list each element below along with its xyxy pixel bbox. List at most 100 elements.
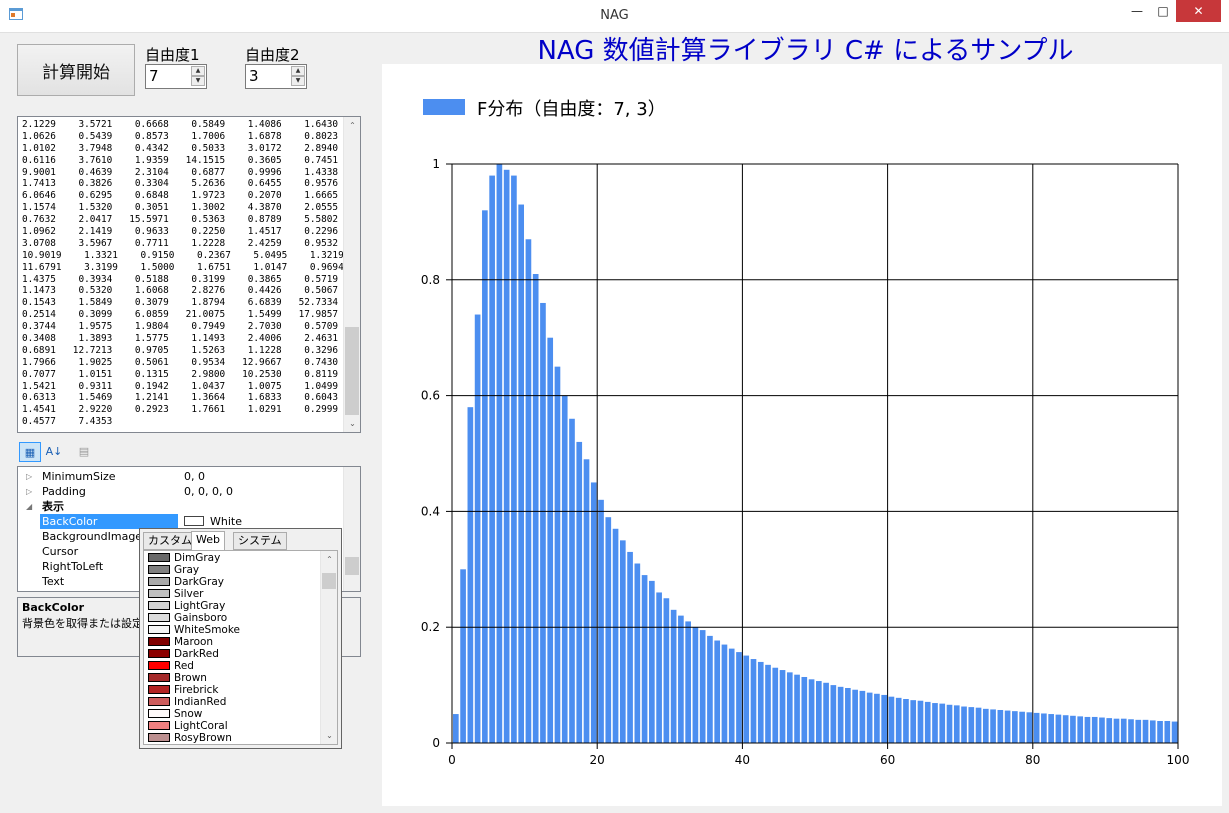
tab-system[interactable]: システム xyxy=(233,532,287,550)
dof1-value[interactable]: 7 xyxy=(149,67,159,85)
expand-icon[interactable]: ▷ xyxy=(26,487,33,496)
property-grid-scrollbar[interactable] xyxy=(343,467,360,591)
chart-area: F分布（自由度：7, 3） 0 20 40 60 80 100 0 0.2 0.4 0.6 0.8 1 xyxy=(382,64,1222,806)
result-line: 0.6116 3.7610 1.9359 14.1515 0.3605 0.74… xyxy=(22,154,339,166)
color-item[interactable]: Red xyxy=(148,660,194,672)
maximize-button[interactable]: □ xyxy=(1157,4,1169,18)
property-row[interactable]: Text xyxy=(18,574,344,589)
color-item[interactable]: DimGray xyxy=(148,552,220,564)
color-item[interactable]: Firebrick xyxy=(148,684,219,696)
bar xyxy=(895,697,902,743)
bar xyxy=(1004,710,1011,743)
scroll-thumb[interactable] xyxy=(345,327,359,415)
result-line: 9.9001 0.4639 2.3104 0.6877 0.9996 1.433… xyxy=(22,166,339,178)
expand-icon[interactable]: ◢ xyxy=(26,502,33,511)
dof1-stepper[interactable]: 7 ▲ ▼ xyxy=(145,64,207,89)
color-scroll-thumb[interactable] xyxy=(322,573,336,589)
minimize-button[interactable]: — xyxy=(1131,4,1143,18)
color-scroll-down-arrow[interactable]: ⌄ xyxy=(326,731,333,740)
property-pages-icon[interactable]: ▤ xyxy=(78,445,90,458)
results-scrollbar[interactable]: ⌃ ⌄ xyxy=(343,117,360,432)
bar xyxy=(1099,717,1105,743)
color-item[interactable]: Gainsboro xyxy=(148,612,227,624)
color-item[interactable]: LightGray xyxy=(148,600,225,612)
bar xyxy=(453,714,459,743)
result-line: 0.1543 1.5849 0.3079 1.8794 6.6839 52.73… xyxy=(22,297,339,309)
color-item[interactable]: IndianRed xyxy=(148,696,226,708)
color-scroll-up-arrow[interactable]: ⌃ xyxy=(326,555,333,564)
color-swatch xyxy=(148,721,170,730)
bar xyxy=(714,640,721,743)
chart-title: NAG 数値計算ライブラリ C# によるサンプル xyxy=(537,36,1074,66)
bar xyxy=(1135,719,1142,743)
color-item[interactable]: DarkGray xyxy=(148,576,224,588)
color-swatch xyxy=(148,637,170,646)
color-item[interactable]: Silver xyxy=(148,588,204,600)
y-tick-label: 0.4 xyxy=(421,504,440,518)
dof2-value[interactable]: 3 xyxy=(249,67,259,85)
property-value[interactable]: 0, 0 xyxy=(184,469,205,484)
bar xyxy=(489,175,495,743)
color-item[interactable]: Snow xyxy=(148,708,202,720)
color-item[interactable]: WhiteSmoke xyxy=(148,624,240,636)
property-value[interactable]: White xyxy=(184,514,242,529)
bar xyxy=(779,670,786,743)
bar xyxy=(496,164,503,743)
property-row[interactable]: Cursor xyxy=(18,544,344,559)
color-name: DarkGray xyxy=(174,576,225,588)
color-name: DimGray xyxy=(174,552,221,564)
dof2-up-button[interactable]: ▲ xyxy=(291,66,305,76)
dof1-down-button[interactable]: ▼ xyxy=(191,76,205,86)
result-line: 0.3408 1.3893 1.5775 1.1493 2.4006 2.463… xyxy=(22,333,339,345)
bar xyxy=(460,569,466,743)
color-name: Brown xyxy=(174,672,207,684)
property-value[interactable]: 0, 0, 0, 0 xyxy=(184,484,233,499)
bar xyxy=(946,704,953,743)
results-textbox[interactable]: 2.1229 3.5721 0.6668 0.5849 1.4086 1.643… xyxy=(17,116,361,433)
color-item[interactable]: DarkRed xyxy=(148,648,219,660)
scroll-down-arrow[interactable]: ⌄ xyxy=(349,419,356,428)
bar xyxy=(743,655,750,743)
alphabetical-sort-icon[interactable]: A↓ xyxy=(45,445,63,458)
bar xyxy=(685,621,691,743)
property-row[interactable]: ◢ 表示 xyxy=(18,499,344,514)
result-line: 0.2514 0.3099 6.0859 21.0075 1.5499 17.9… xyxy=(22,309,339,321)
property-scroll-thumb[interactable] xyxy=(345,557,359,575)
color-list-scrollbar[interactable]: ⌃ ⌄ xyxy=(320,551,337,744)
bar xyxy=(511,175,517,743)
property-row[interactable]: UseWaitCursor xyxy=(18,589,344,591)
color-item[interactable]: Gray xyxy=(148,564,199,576)
color-item[interactable]: Maroon xyxy=(148,636,213,648)
property-row[interactable]: ▷ MinimumSize 0, 0 xyxy=(18,469,344,484)
bar xyxy=(605,517,612,743)
dof2-down-button[interactable]: ▼ xyxy=(291,76,305,86)
property-value-text: 0, 0, 0, 0 xyxy=(184,485,233,498)
bar xyxy=(1033,712,1040,743)
expand-icon[interactable]: ▷ xyxy=(26,472,33,481)
dof1-up-button[interactable]: ▲ xyxy=(191,66,205,76)
property-row[interactable]: ▷ Padding 0, 0, 0, 0 xyxy=(18,484,344,499)
categorized-icon[interactable]: ▦ xyxy=(19,442,41,462)
bar xyxy=(561,395,568,743)
color-item[interactable]: Brown xyxy=(148,672,207,684)
bar xyxy=(1142,719,1149,743)
bar xyxy=(1120,718,1127,743)
start-calculation-button[interactable]: 計算開始 xyxy=(17,44,135,96)
dof2-stepper[interactable]: 3 ▲ ▼ xyxy=(245,64,307,89)
color-swatch xyxy=(148,649,170,658)
color-item[interactable]: RosyBrown xyxy=(148,732,232,744)
scroll-up-arrow[interactable]: ⌃ xyxy=(349,121,356,130)
bar xyxy=(721,644,728,743)
tab-custom[interactable]: カスタム xyxy=(143,532,197,550)
property-name: Text xyxy=(42,575,65,588)
close-button[interactable]: ✕ xyxy=(1176,0,1221,22)
bar xyxy=(1055,714,1062,743)
color-item[interactable]: LightCoral xyxy=(148,720,228,732)
tab-web[interactable]: Web xyxy=(191,531,225,551)
result-line: 1.0102 3.7948 0.4342 0.5033 3.0172 2.894… xyxy=(22,142,339,154)
color-name: Firebrick xyxy=(174,684,219,696)
color-list[interactable]: DimGray Gray DarkGray Silver LightGray Gainsb… xyxy=(143,550,338,745)
bar xyxy=(1157,720,1163,743)
property-row[interactable]: RightToLeft xyxy=(18,559,344,574)
